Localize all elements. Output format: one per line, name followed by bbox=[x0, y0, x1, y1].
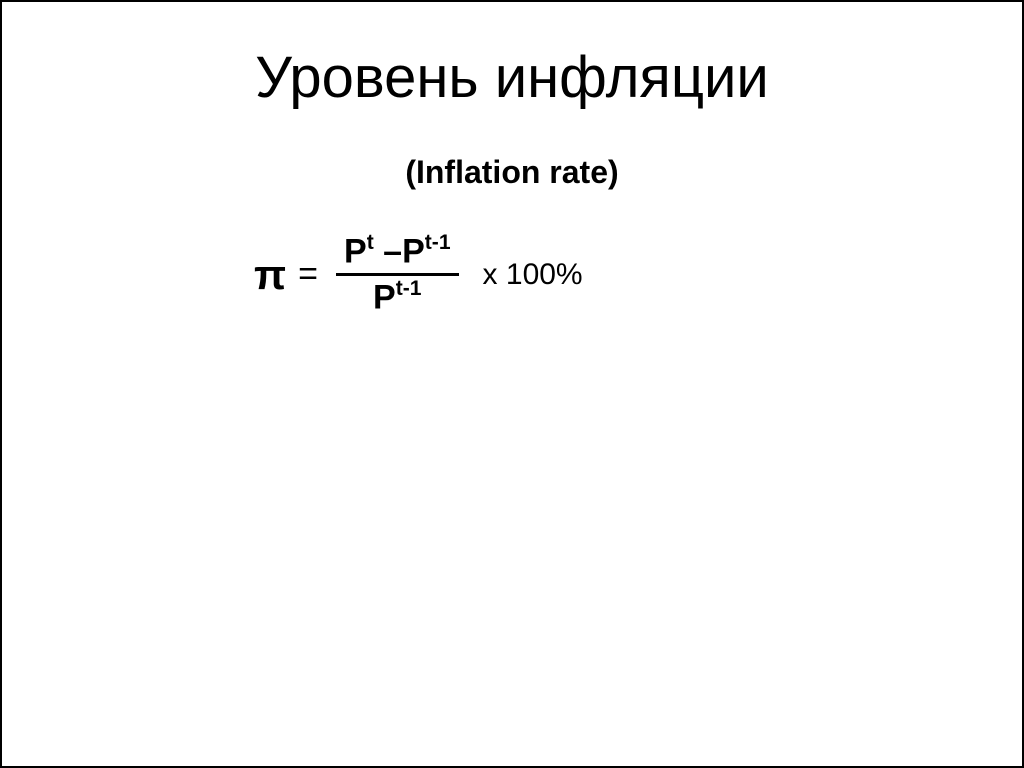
den-base: P bbox=[373, 279, 396, 317]
fraction: Pt –Pt-1 Pt-1 bbox=[336, 232, 459, 318]
denominator: Pt-1 bbox=[365, 276, 429, 317]
den-sup: t-1 bbox=[396, 277, 422, 300]
slide-title: Уровень инфляции bbox=[2, 44, 1022, 111]
slide-subtitle: (Inflation rate) bbox=[2, 154, 1022, 191]
slide-frame: Уровень инфляции (Inflation rate) π = Pt… bbox=[0, 0, 1024, 768]
inflation-formula: π = Pt –Pt-1 Pt-1 х 100% bbox=[254, 232, 583, 318]
equals-sign: = bbox=[298, 255, 318, 294]
num-term1-base: P bbox=[344, 232, 367, 270]
symbol-pi: π bbox=[254, 251, 286, 299]
num-term2-sup: t-1 bbox=[425, 231, 451, 254]
multiplier: х 100% bbox=[483, 258, 583, 292]
num-term1-sup: t bbox=[367, 231, 374, 254]
numerator: Pt –Pt-1 bbox=[336, 232, 459, 273]
num-term2-base: P bbox=[402, 232, 425, 270]
num-minus: – bbox=[374, 232, 402, 270]
